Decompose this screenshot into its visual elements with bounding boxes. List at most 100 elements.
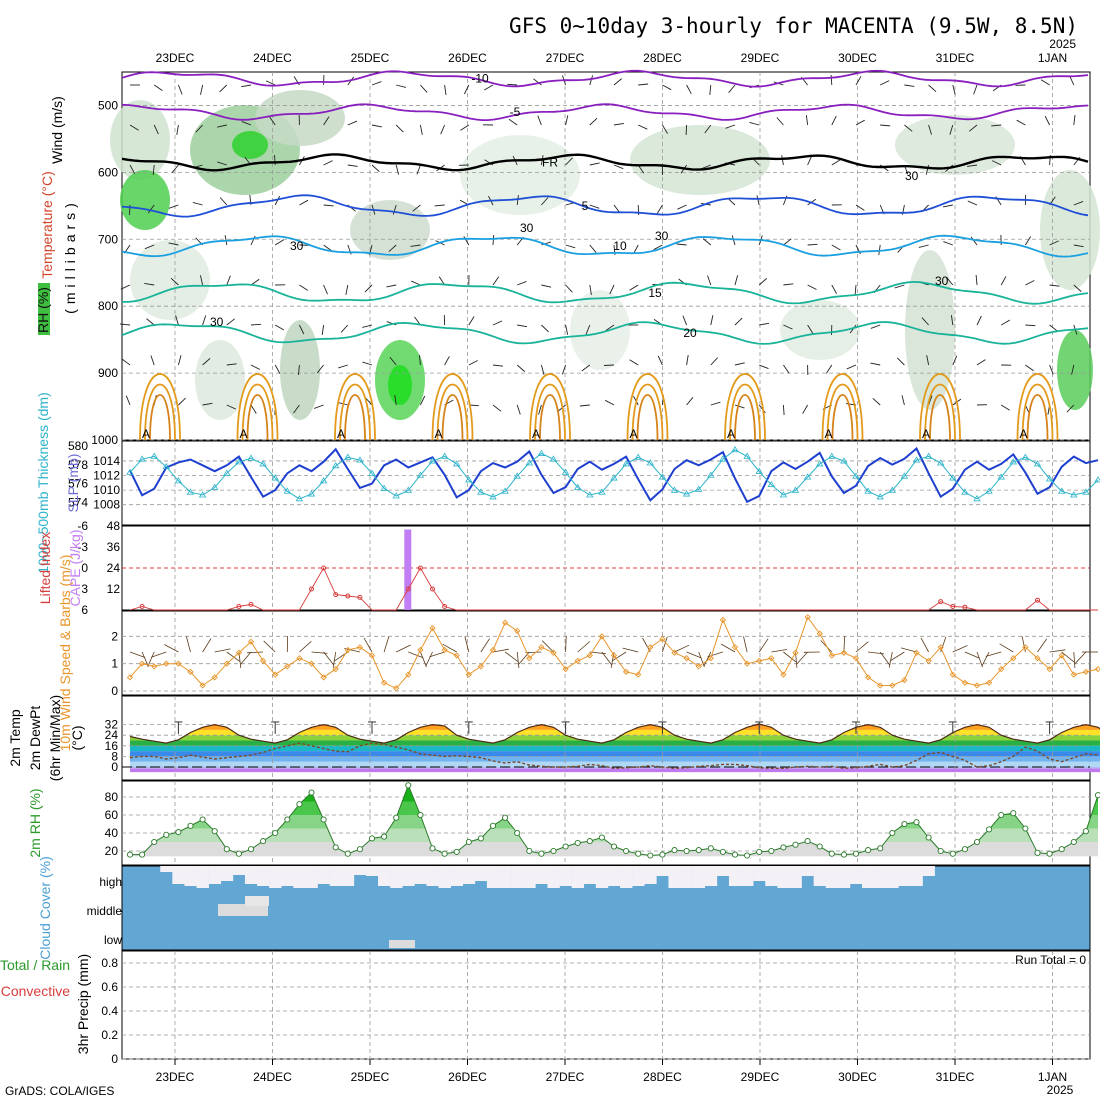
pressure-frame [121, 440, 1091, 526]
rh-point [393, 814, 400, 821]
wind10m-point [707, 655, 714, 662]
rh-blob [905, 250, 955, 410]
li-tick-label: 3 [81, 582, 88, 596]
wind-barb [604, 399, 615, 406]
wind10m-barb [396, 644, 411, 653]
wind-barb [371, 81, 382, 86]
thickness-point [404, 486, 413, 493]
rh-point [526, 847, 533, 855]
wind-barb [1025, 280, 1035, 286]
lifted-index-point [236, 604, 242, 609]
wind-barb [702, 238, 712, 246]
top-day-label: 26DEC [448, 51, 487, 65]
wind10m-point [538, 644, 545, 651]
cloud-cell [390, 866, 403, 888]
boundary-layer-contour [144, 383, 176, 441]
rh-point [441, 850, 448, 857]
wind-barb [565, 324, 569, 335]
wind-barb [709, 84, 712, 95]
cloud-cell [704, 866, 718, 886]
cloud-cell [317, 866, 330, 884]
rh-point [381, 833, 388, 840]
wind-barb [394, 395, 397, 406]
wind-barb [653, 244, 663, 251]
wind10m-point [465, 671, 472, 678]
wind-barb [121, 358, 131, 366]
top-day-label: 30DEC [838, 51, 877, 65]
boundary-layer-contour [924, 383, 956, 441]
temperature-grid [122, 696, 1090, 780]
rh-point [429, 845, 436, 852]
wind10m-barb [492, 648, 509, 653]
wind-barb [975, 274, 978, 286]
isotherm-line [121, 69, 1089, 88]
wind10m-point [913, 649, 920, 656]
wind-barb [728, 84, 736, 93]
thickness-point [162, 462, 171, 470]
wind10m-point [901, 676, 908, 684]
temp-tick-label: 0 [111, 760, 118, 774]
cloud-cell [777, 866, 790, 888]
wind-barb [226, 275, 231, 286]
thickness-tick-label: 574 [68, 496, 88, 510]
wind10m-point [610, 652, 618, 659]
rh-point [804, 838, 811, 845]
wind-barb [516, 364, 525, 372]
precip-tick-label: 0 [111, 1052, 118, 1066]
wind-barb [870, 324, 881, 329]
wind10m-point [308, 660, 315, 667]
wind-barb [589, 284, 592, 295]
wind-barb [613, 78, 622, 86]
thickness-point [549, 455, 558, 462]
pressure-tick-label: 1000 [91, 433, 118, 447]
rh-point [828, 850, 835, 857]
wind10m-point [151, 663, 158, 670]
wind10m-point [417, 646, 424, 654]
wind10m-barbs [129, 635, 1098, 669]
wind-barb [395, 124, 404, 133]
pressure-tick-label: 800 [98, 299, 118, 313]
lifted-index-point [321, 565, 327, 571]
wind-barb [411, 280, 421, 286]
wind10m-point [1046, 665, 1053, 673]
thickness-point [356, 456, 364, 463]
wind10m-point [622, 668, 630, 676]
wind-barb [831, 244, 841, 251]
wind-barb [460, 124, 470, 131]
rh-blob [780, 300, 860, 360]
top-year: 2025 [1049, 37, 1076, 51]
pressure-series [126, 445, 1100, 504]
rh-point [223, 846, 230, 853]
wind10m-point [780, 671, 787, 678]
cloud-cell [728, 866, 742, 886]
wind10m-point [816, 630, 823, 637]
wind10m-barb [129, 651, 146, 658]
wind-barb [274, 364, 281, 374]
wind-barb [831, 284, 837, 294]
wind-barb [299, 284, 309, 291]
wind10m-point [296, 655, 303, 662]
cloud-cell-low [389, 940, 415, 948]
lifted-index-point [417, 565, 423, 571]
slp-tick-label: 1012 [93, 469, 120, 483]
wind-barb [880, 80, 890, 86]
wind-barb [316, 364, 324, 374]
boundary-layer-contour [626, 373, 669, 441]
cloud-cell [825, 866, 839, 888]
cape-tick-label: 24 [107, 561, 121, 575]
precip-convective-label: Convective [1, 983, 70, 999]
top-day-label: 27DEC [546, 51, 585, 65]
rh-blob [1040, 170, 1100, 290]
temp-tick-label: 32 [105, 718, 119, 732]
rh-point [562, 843, 569, 850]
wind-barb [1000, 276, 1007, 286]
wind-barb [362, 361, 373, 366]
rh-point [477, 835, 484, 842]
wind-barb [1040, 79, 1050, 86]
wind-barb [419, 354, 421, 366]
wind10m-barb [783, 651, 797, 663]
cloud-cell [837, 866, 851, 888]
bottom-day-label: 23DEC [156, 1070, 195, 1084]
